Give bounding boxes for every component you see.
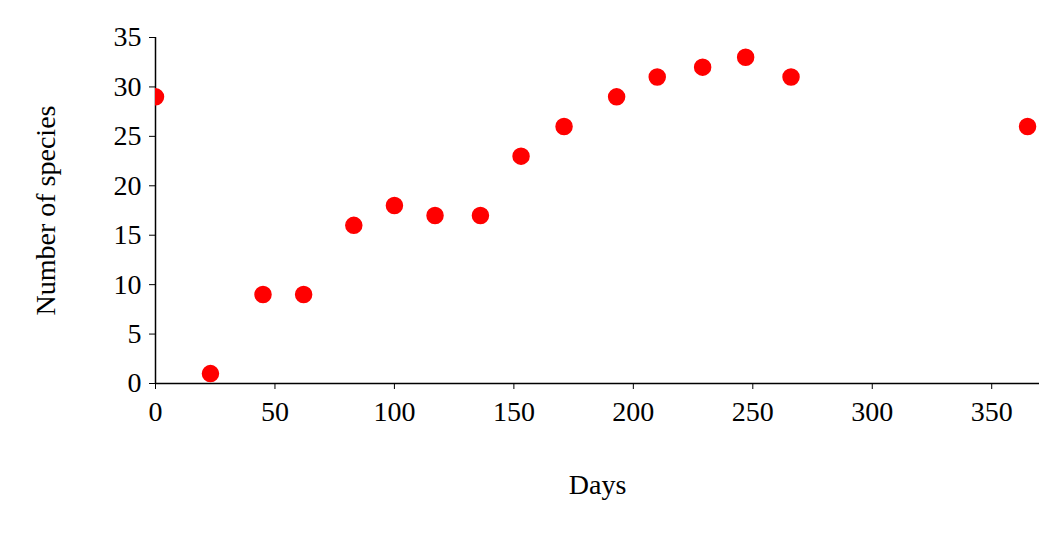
svg-text:250: 250: [732, 396, 774, 427]
svg-text:5: 5: [128, 318, 142, 349]
svg-text:30: 30: [114, 71, 142, 102]
svg-text:50: 50: [261, 396, 289, 427]
svg-text:20: 20: [114, 170, 142, 201]
svg-text:300: 300: [851, 396, 893, 427]
svg-text:100: 100: [373, 396, 415, 427]
svg-text:25: 25: [114, 120, 142, 151]
svg-text:10: 10: [114, 269, 142, 300]
svg-text:150: 150: [493, 396, 535, 427]
svg-text:350: 350: [971, 396, 1013, 427]
svg-text:35: 35: [114, 21, 142, 52]
svg-text:200: 200: [612, 396, 654, 427]
svg-text:0: 0: [128, 367, 142, 398]
svg-text:0: 0: [149, 396, 163, 427]
svg-text:Days: Days: [569, 469, 627, 500]
svg-text:Number of species: Number of species: [30, 106, 61, 316]
svg-text:15: 15: [114, 219, 142, 250]
